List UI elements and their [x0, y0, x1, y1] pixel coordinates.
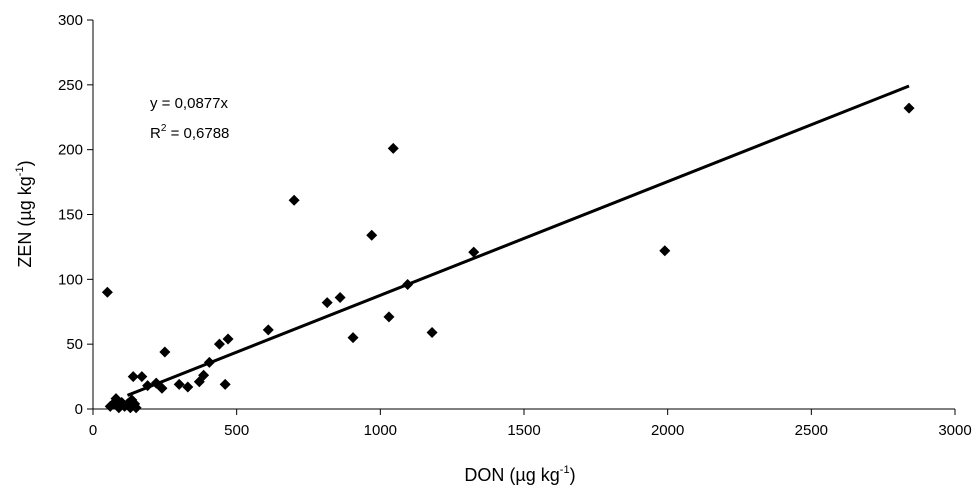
data-point: [387, 142, 399, 154]
y-tick-label: 200: [58, 142, 83, 159]
data-point: [903, 102, 915, 114]
y-tick-label: 250: [58, 77, 83, 94]
data-point: [347, 332, 359, 344]
y-tick-label: 300: [58, 12, 83, 29]
x-tick-label: 0: [89, 422, 97, 439]
data-point: [402, 279, 414, 291]
data-point: [659, 245, 671, 257]
data-point: [334, 291, 346, 303]
data-point: [142, 380, 154, 392]
x-tick-label: 3000: [938, 422, 971, 439]
data-point: [127, 371, 139, 383]
trend-equation-label: y = 0,0877x: [150, 95, 228, 112]
data-points: [101, 102, 915, 414]
data-point: [173, 378, 185, 390]
data-point: [130, 402, 142, 414]
data-point: [219, 378, 231, 390]
data-point: [101, 286, 113, 298]
data-point: [366, 229, 378, 241]
data-point: [159, 346, 171, 358]
data-point: [156, 382, 168, 394]
y-tick-label: 100: [58, 271, 83, 288]
data-point: [213, 338, 225, 350]
data-point: [288, 194, 300, 206]
data-point: [426, 326, 438, 338]
x-tick-label: 1000: [364, 422, 397, 439]
x-tick-label: 2500: [795, 422, 828, 439]
y-tick-label: 50: [66, 336, 83, 353]
y-tick-label: 150: [58, 207, 83, 224]
r-squared-label: R2 = 0,6788: [150, 123, 229, 142]
data-point: [222, 333, 234, 345]
y-tick-label: 0: [75, 401, 83, 418]
data-point: [262, 324, 274, 336]
trendline: [126, 84, 910, 397]
y-axis-ticks: 0 50 100 150 200 250 300: [58, 12, 93, 418]
x-tick-label: 2000: [651, 422, 684, 439]
data-point: [321, 297, 333, 309]
y-axis-title: ZEN (µg kg-1): [14, 160, 35, 267]
data-point: [383, 311, 395, 323]
data-point: [136, 371, 148, 383]
x-tick-label: 500: [224, 422, 249, 439]
data-point: [182, 381, 194, 393]
data-point: [468, 246, 480, 258]
x-axis-title: DON (µg kg-1): [464, 464, 575, 485]
x-axis-ticks: 0 500 1000 1500 2000 2500 3000: [89, 409, 972, 439]
data-point: [198, 369, 210, 381]
x-tick-label: 1500: [507, 422, 540, 439]
data-point: [203, 356, 215, 368]
